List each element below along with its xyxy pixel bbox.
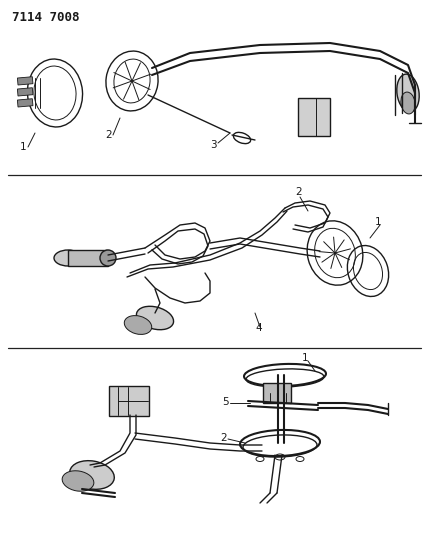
Text: 2: 2 <box>220 433 227 443</box>
Text: 7114 7008: 7114 7008 <box>12 11 79 24</box>
Ellipse shape <box>124 316 152 334</box>
Bar <box>18 77 33 85</box>
Text: 3: 3 <box>210 140 217 150</box>
Text: 2: 2 <box>105 130 112 140</box>
Ellipse shape <box>397 74 419 112</box>
Ellipse shape <box>54 250 82 266</box>
Text: 2: 2 <box>295 187 302 197</box>
FancyBboxPatch shape <box>298 98 330 136</box>
Bar <box>18 88 33 96</box>
Text: 1: 1 <box>20 142 27 152</box>
Ellipse shape <box>100 250 116 266</box>
Ellipse shape <box>136 306 174 330</box>
Text: 1: 1 <box>375 217 382 227</box>
Bar <box>263 383 291 403</box>
Ellipse shape <box>401 92 415 114</box>
Bar <box>68 250 108 266</box>
Text: 5: 5 <box>222 397 229 407</box>
Text: 1: 1 <box>302 353 308 363</box>
Ellipse shape <box>69 461 114 489</box>
Ellipse shape <box>62 471 94 491</box>
Text: 4: 4 <box>255 323 262 333</box>
Bar <box>18 99 33 107</box>
FancyBboxPatch shape <box>109 386 149 416</box>
